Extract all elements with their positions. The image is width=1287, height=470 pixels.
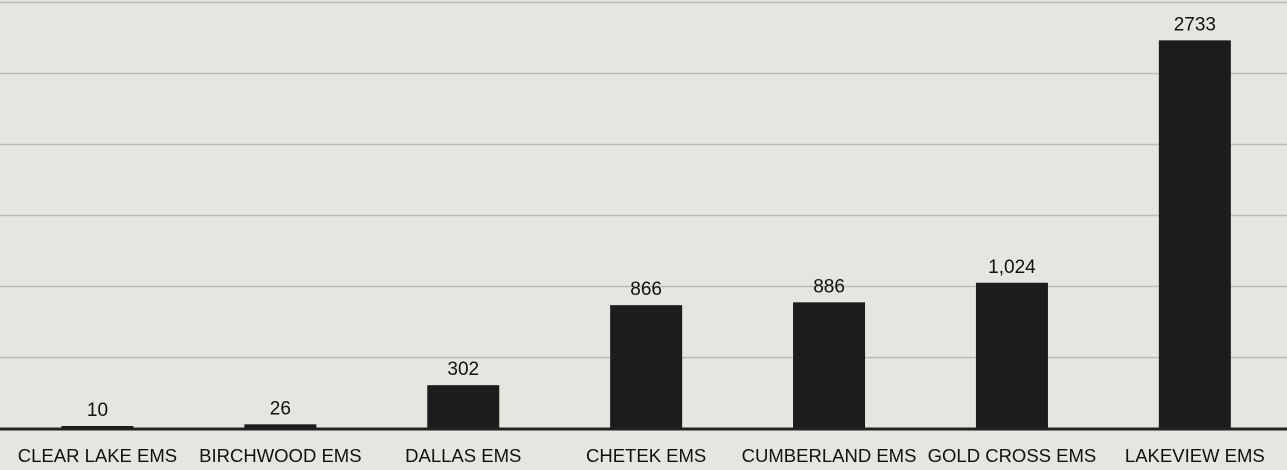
category-label: LAKEVIEW EMS (1125, 445, 1265, 466)
data-label: 866 (630, 279, 662, 300)
data-label: 26 (270, 398, 291, 419)
bar (1158, 40, 1231, 429)
bar (244, 424, 317, 428)
data-labels: 10 26 302 866 886 1,024 2733 (87, 14, 1216, 421)
bar (427, 385, 500, 428)
category-label: CHETEK EMS (586, 445, 706, 466)
category-label: GOLD CROSS EMS (928, 445, 1097, 466)
data-label: 1,024 (988, 257, 1036, 278)
bar (975, 282, 1048, 428)
bar (61, 426, 134, 428)
category-label: CLEAR LAKE EMS (18, 445, 177, 466)
category-label: BIRCHWOOD EMS (199, 445, 361, 466)
data-label: 302 (447, 359, 479, 380)
data-label: 2733 (1174, 14, 1216, 35)
bars (61, 40, 1231, 429)
bar (793, 302, 866, 428)
data-label: 886 (813, 276, 845, 297)
gridlines (0, 1, 1287, 359)
data-label: 10 (87, 400, 108, 421)
bar (610, 305, 683, 428)
category-label: DALLAS EMS (405, 445, 521, 466)
category-label: CUMBERLAND EMS (742, 445, 917, 466)
category-labels: CLEAR LAKE EMS BIRCHWOOD EMS DALLAS EMS CHE… (18, 445, 1265, 466)
